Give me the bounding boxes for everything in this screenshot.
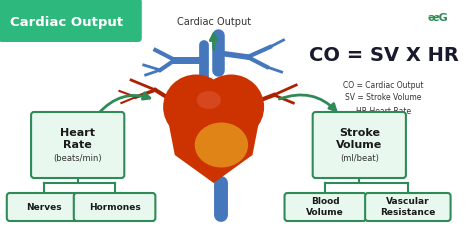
FancyBboxPatch shape bbox=[0, 0, 142, 42]
Text: (beats/min): (beats/min) bbox=[54, 155, 102, 164]
Ellipse shape bbox=[198, 74, 264, 140]
Text: Cardiac Output: Cardiac Output bbox=[177, 17, 251, 27]
Text: CO = Cardiac Output: CO = Cardiac Output bbox=[343, 81, 424, 90]
Text: Hormones: Hormones bbox=[89, 202, 140, 211]
Ellipse shape bbox=[163, 74, 229, 140]
FancyBboxPatch shape bbox=[284, 193, 366, 221]
Text: Heart
Rate: Heart Rate bbox=[60, 128, 95, 150]
Text: HR Heart Rate: HR Heart Rate bbox=[356, 106, 411, 115]
FancyBboxPatch shape bbox=[313, 112, 406, 178]
FancyBboxPatch shape bbox=[31, 112, 124, 178]
Text: Cardiac Output: Cardiac Output bbox=[9, 15, 123, 28]
Ellipse shape bbox=[197, 91, 221, 109]
Text: CO = SV X HR: CO = SV X HR bbox=[309, 46, 458, 64]
Text: Vascular
Resistance: Vascular Resistance bbox=[380, 197, 436, 217]
FancyBboxPatch shape bbox=[7, 193, 81, 221]
Ellipse shape bbox=[195, 123, 248, 168]
FancyBboxPatch shape bbox=[74, 193, 155, 221]
Text: SV = Stroke Volume: SV = Stroke Volume bbox=[346, 94, 422, 102]
FancyBboxPatch shape bbox=[365, 193, 451, 221]
Text: ᴂG: ᴂG bbox=[428, 13, 448, 23]
Text: Stroke
Volume: Stroke Volume bbox=[336, 128, 383, 150]
Text: Blood
Volume: Blood Volume bbox=[306, 197, 344, 217]
Text: Nerves: Nerves bbox=[26, 202, 62, 211]
Text: (ml/beat): (ml/beat) bbox=[340, 155, 379, 164]
Polygon shape bbox=[167, 115, 260, 183]
